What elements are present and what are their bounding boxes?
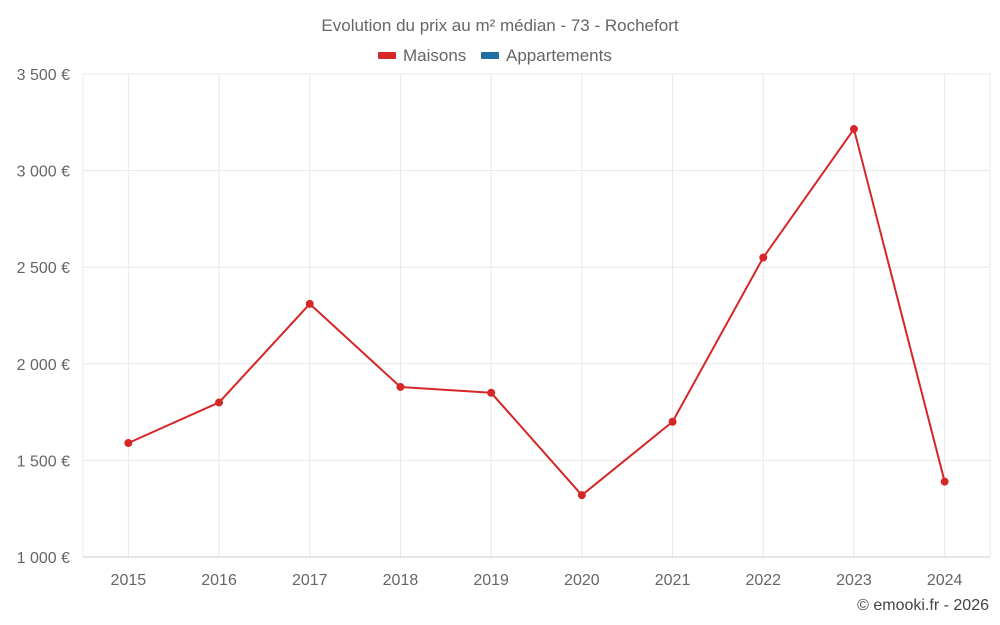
x-tick-label: 2020 <box>564 572 600 589</box>
series-maisons <box>124 125 949 500</box>
data-point-maisons-2024[interactable] <box>940 477 949 486</box>
legend-label-maisons: Maisons <box>403 46 466 65</box>
y-tick-label: 2 500 € <box>17 260 70 277</box>
legend-item-appartements[interactable]: Appartements <box>481 46 612 65</box>
y-tick-label: 1 500 € <box>17 453 70 470</box>
x-tick-label: 2021 <box>655 572 691 589</box>
x-tick-label: 2018 <box>383 572 419 589</box>
data-point-maisons-2023[interactable] <box>849 125 858 134</box>
x-tick-label: 2019 <box>473 572 509 589</box>
legend-swatch-appartements <box>481 52 499 59</box>
x-tick-label: 2024 <box>927 572 963 589</box>
data-point-maisons-2016[interactable] <box>215 398 224 407</box>
legend-swatch-maisons <box>378 52 396 59</box>
y-tick-label: 1 000 € <box>17 550 70 567</box>
data-point-maisons-2015[interactable] <box>124 439 133 448</box>
x-tick-label: 2015 <box>111 572 147 589</box>
x-axis: 2015 2016 2017 2018 2019 2020 2021 2022 2023 2024 <box>111 572 963 589</box>
series-line-maisons <box>127 128 946 497</box>
x-tick-label: 2023 <box>836 572 872 589</box>
data-point-maisons-2021[interactable] <box>668 417 677 426</box>
grid <box>82 73 991 558</box>
data-point-maisons-2017[interactable] <box>305 299 314 308</box>
data-point-maisons-2020[interactable] <box>577 491 586 500</box>
credit-text: © emooki.fr - 2026 <box>857 597 989 614</box>
x-tick-label: 2016 <box>201 572 237 589</box>
chart-title: Evolution du prix au m² médian - 73 - Ro… <box>321 16 678 35</box>
data-point-maisons-2019[interactable] <box>487 388 496 397</box>
y-axis: 1 000 € 1 500 € 2 000 € 2 500 € 3 000 € 3 500… <box>17 67 70 567</box>
y-tick-label: 3 500 € <box>17 67 70 84</box>
legend: Maisons Appartements <box>378 46 612 65</box>
legend-item-maisons[interactable]: Maisons <box>378 46 466 65</box>
x-tick-label: 2017 <box>292 572 328 589</box>
x-tick-label: 2022 <box>745 572 781 589</box>
y-tick-label: 2 000 € <box>17 357 70 374</box>
y-tick-label: 3 000 € <box>17 164 70 181</box>
legend-label-appartements: Appartements <box>506 46 612 65</box>
data-point-maisons-2018[interactable] <box>396 382 405 391</box>
data-point-maisons-2022[interactable] <box>759 253 768 262</box>
